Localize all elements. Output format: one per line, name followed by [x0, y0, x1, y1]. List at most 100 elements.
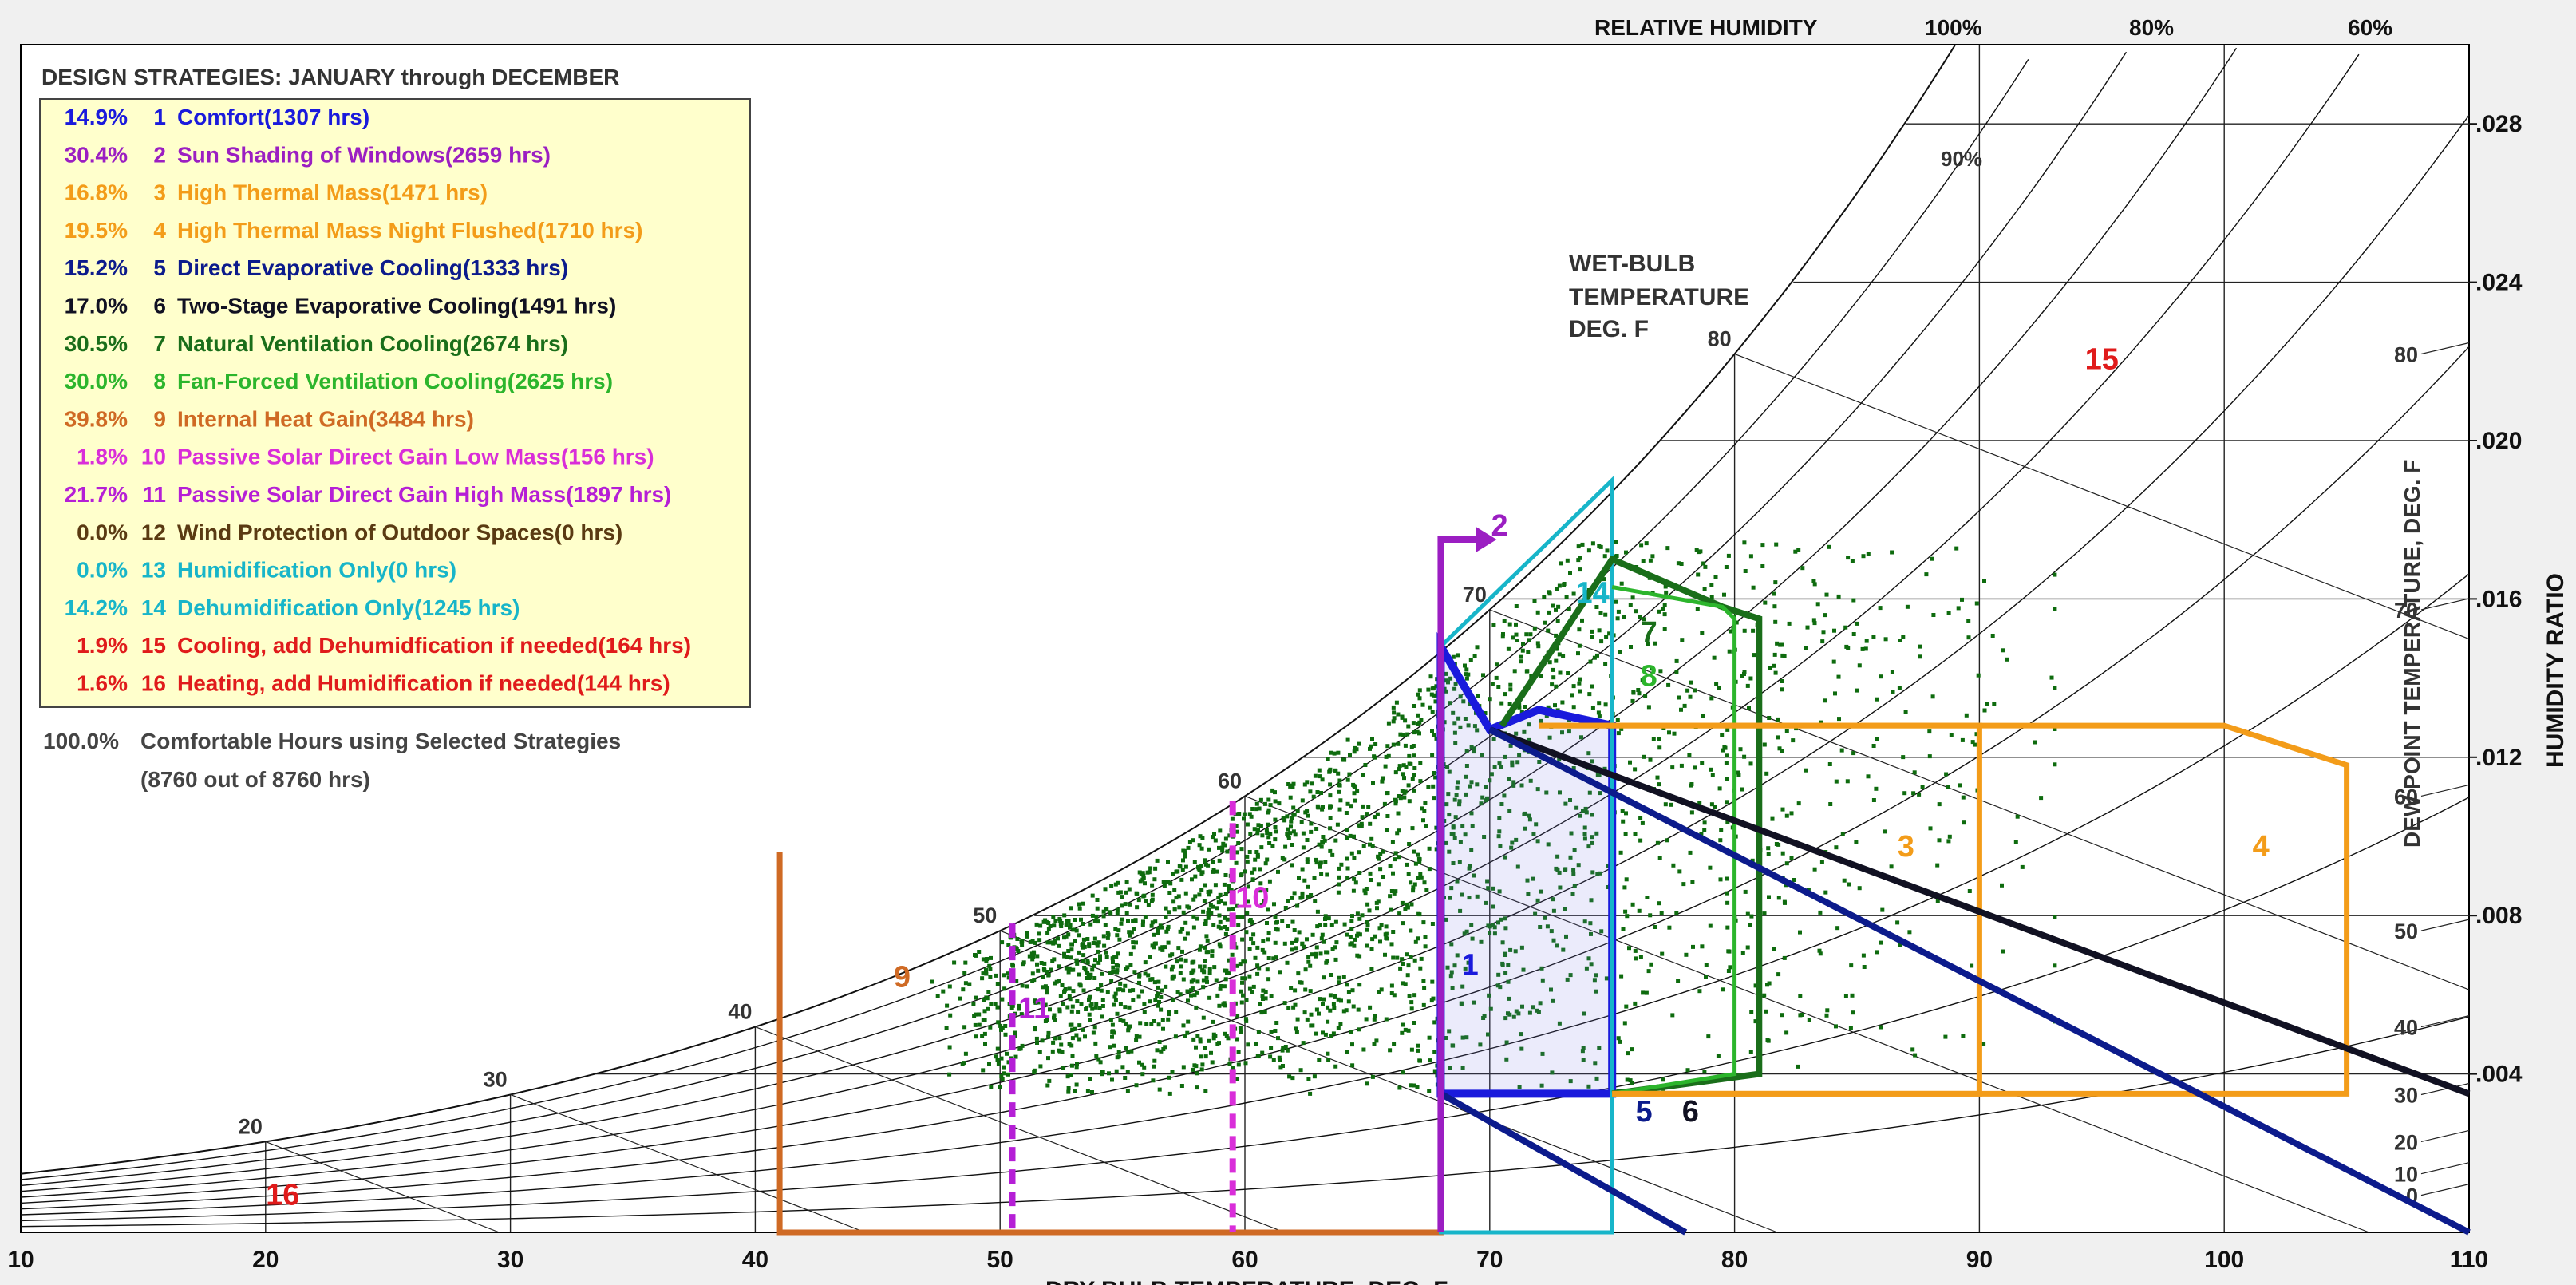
data-point — [1388, 894, 1393, 899]
data-point — [1412, 753, 1416, 758]
data-point — [1409, 1083, 1413, 1088]
data-point — [1369, 967, 1374, 971]
data-point — [1069, 906, 1073, 911]
data-point — [1592, 978, 1597, 983]
data-point — [1267, 841, 1272, 845]
data-point — [1210, 949, 1215, 954]
data-point — [1203, 919, 1208, 923]
data-point — [1661, 1077, 1665, 1082]
data-point — [1035, 1041, 1039, 1045]
data-point — [1098, 1060, 1103, 1065]
data-point — [1431, 784, 1436, 789]
data-point — [1314, 954, 1318, 959]
data-point — [1648, 757, 1653, 762]
data-point — [1123, 1076, 1128, 1080]
data-point — [1295, 903, 1300, 908]
data-point — [1155, 858, 1160, 863]
data-point — [1381, 849, 1385, 854]
data-point — [1341, 1009, 1346, 1014]
data-point — [1630, 698, 1635, 703]
data-point — [1134, 891, 1139, 896]
data-point — [1107, 1071, 1111, 1076]
data-point — [1419, 718, 1424, 722]
data-point — [1070, 1036, 1075, 1041]
data-point — [1397, 828, 1401, 833]
data-point — [1658, 669, 1663, 674]
data-point — [1348, 935, 1353, 939]
data-point — [1391, 719, 1396, 724]
data-point — [1620, 809, 1625, 813]
data-point — [1820, 639, 1825, 644]
data-point — [1563, 907, 1567, 911]
data-point — [1384, 931, 1389, 936]
data-point — [1100, 1014, 1104, 1019]
data-point — [1118, 981, 1123, 986]
data-point — [1393, 797, 1397, 802]
data-point — [1582, 836, 1587, 841]
data-point — [1353, 880, 1358, 885]
data-point — [1128, 933, 1132, 938]
data-point — [1401, 981, 1405, 986]
data-point — [1349, 804, 1353, 809]
data-point — [1156, 979, 1161, 984]
data-point — [1127, 1005, 1132, 1010]
data-point — [1713, 575, 1718, 579]
data-point — [1119, 921, 1124, 926]
data-point — [1751, 628, 1756, 633]
data-point — [1928, 826, 1933, 831]
data-point — [1491, 886, 1495, 891]
data-point — [984, 967, 988, 972]
data-point — [1002, 1071, 1006, 1076]
data-point — [1624, 550, 1628, 555]
data-point — [1725, 800, 1729, 805]
data-point — [1430, 922, 1435, 926]
data-point — [1567, 729, 1571, 734]
data-point — [1595, 872, 1600, 876]
data-point — [1621, 927, 1626, 931]
data-point — [1454, 793, 1459, 797]
data-point — [1266, 810, 1270, 815]
data-point — [1033, 1026, 1037, 1030]
data-point — [1384, 754, 1389, 759]
data-point — [1085, 937, 1090, 941]
data-point — [1071, 989, 1076, 994]
data-point — [1964, 713, 1969, 718]
data-point — [1322, 975, 1326, 980]
data-point — [1394, 700, 1399, 705]
data-point — [1272, 902, 1276, 907]
data-point — [1717, 686, 1721, 690]
data-point — [1456, 780, 1460, 785]
data-point — [1027, 954, 1032, 959]
data-point — [952, 960, 957, 965]
data-point — [1416, 1048, 1420, 1053]
data-point — [1025, 984, 1029, 989]
data-point — [1954, 546, 1959, 551]
data-point — [1874, 786, 1879, 791]
data-point — [1208, 903, 1213, 907]
legend-name-1: Comfort(1307 hrs) — [177, 105, 369, 129]
data-point — [1411, 888, 1416, 893]
data-point — [1889, 864, 1894, 869]
wet-bulb-line-50 — [999, 930, 1778, 1233]
data-point — [1191, 959, 1196, 964]
data-point — [1357, 932, 1362, 937]
data-point — [1491, 923, 1495, 927]
data-point — [1960, 597, 1964, 602]
data-point — [1748, 554, 1753, 559]
data-point — [1190, 986, 1195, 991]
data-point — [1099, 988, 1104, 993]
data-point — [1167, 1012, 1171, 1017]
data-point — [1052, 1015, 1056, 1020]
data-point — [1285, 814, 1290, 819]
data-point — [1392, 716, 1397, 721]
data-point — [1088, 1077, 1092, 1081]
data-point — [1069, 955, 1073, 960]
data-point — [1368, 842, 1372, 847]
data-point — [1672, 731, 1677, 736]
data-point — [2053, 607, 2057, 611]
legend-num-15: 15 — [141, 633, 166, 658]
data-point — [1096, 940, 1101, 945]
data-point — [1517, 753, 1522, 757]
data-point — [1579, 735, 1583, 740]
data-point — [1614, 554, 1619, 558]
